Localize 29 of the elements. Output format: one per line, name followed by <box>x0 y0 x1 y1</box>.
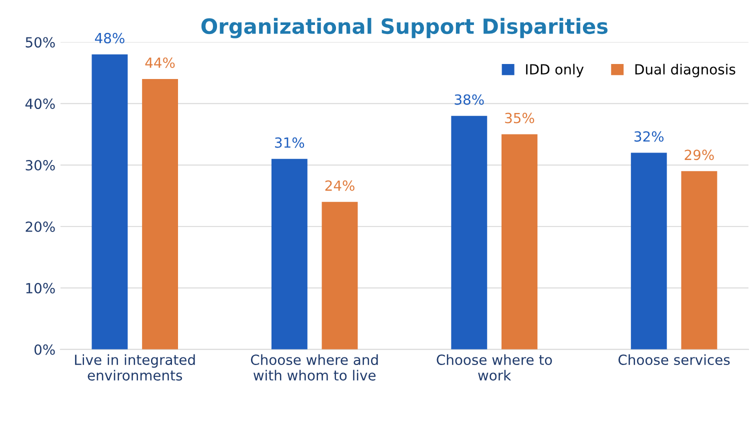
y-tick-label: 0% <box>34 344 55 355</box>
text: 44% <box>145 57 175 68</box>
text: 29% <box>684 150 714 160</box>
legend-label: Dual diagnosis <box>635 64 736 78</box>
bar <box>92 54 128 350</box>
x-tick-label: Live in integrated environments <box>75 354 195 381</box>
chart-title: Organizational Support Disparities <box>201 18 608 38</box>
y-tick-label: 30% <box>26 160 55 171</box>
text: 24% <box>325 180 354 191</box>
x-tick-label: Choose where to work <box>436 354 552 381</box>
legend-label: IDD only <box>526 64 584 78</box>
bar <box>322 202 358 350</box>
bar <box>451 116 488 350</box>
bar <box>630 152 667 350</box>
text: 48% <box>94 32 124 44</box>
bar <box>142 78 178 350</box>
bar <box>271 158 308 350</box>
x-tick-label: Choose where and with whom to live <box>250 354 378 381</box>
y-tick-label: 50% <box>26 37 55 48</box>
bar <box>681 171 718 350</box>
y-tick-label: 40% <box>25 98 55 110</box>
text: 35% <box>505 112 534 124</box>
text: 31% <box>275 137 304 148</box>
y-tick-label: 20% <box>26 221 55 232</box>
x-tick-label: Choose services <box>618 354 730 366</box>
text: 32% <box>634 131 664 142</box>
text: 38% <box>454 94 484 105</box>
y-tick-label: 10% <box>26 282 55 294</box>
bar <box>502 134 538 350</box>
